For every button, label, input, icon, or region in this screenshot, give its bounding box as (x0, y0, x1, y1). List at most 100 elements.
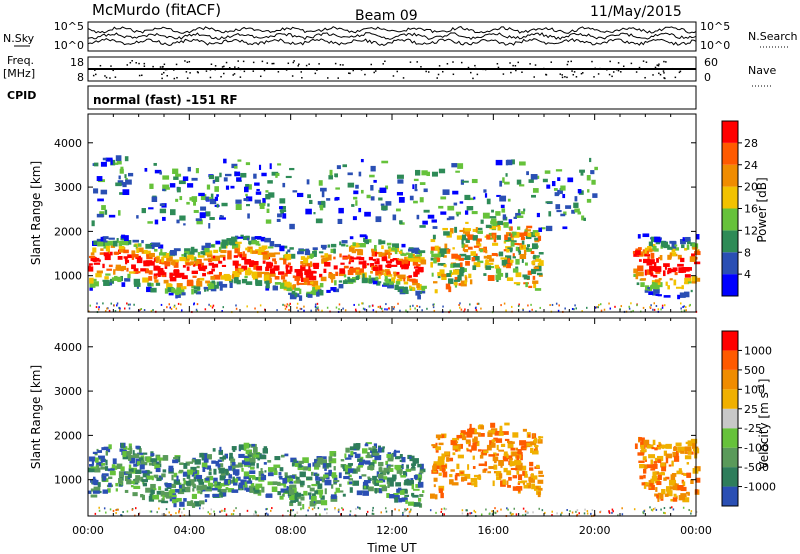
range-cell (517, 482, 521, 485)
range-cell (143, 249, 148, 254)
range-cell (532, 188, 539, 193)
near-range-cell (603, 308, 606, 311)
range-cell (497, 225, 501, 231)
range-cell (395, 465, 400, 471)
range-cell (255, 191, 262, 195)
power-ylabel: Slant Range [km] (29, 161, 43, 265)
range-cell (656, 494, 659, 499)
near-range-cell (470, 512, 473, 515)
range-cell (452, 437, 460, 441)
range-cell (169, 272, 173, 279)
range-cell (117, 255, 123, 260)
range-cell (443, 264, 447, 268)
range-cell (247, 267, 251, 274)
range-cell (191, 470, 198, 477)
range-cell (249, 470, 256, 475)
range-cell (135, 445, 140, 449)
range-cell (454, 474, 458, 481)
near-range-cell (594, 306, 597, 309)
range-cell (171, 494, 177, 498)
range-cell (273, 265, 280, 271)
range-cell (460, 433, 466, 439)
near-range-cell (314, 305, 317, 308)
range-cell (236, 279, 241, 285)
range-cell (693, 261, 701, 265)
colorbar-segment (722, 467, 738, 487)
range-cell (187, 166, 191, 172)
range-cell (124, 489, 129, 493)
range-cell (302, 504, 305, 510)
range-cell (110, 159, 113, 165)
range-cell (289, 265, 293, 272)
range-cell (245, 449, 252, 455)
range-cell (330, 494, 337, 499)
range-cell (243, 458, 250, 462)
range-cell (278, 483, 285, 486)
range-cell (295, 479, 301, 484)
range-cell (417, 463, 422, 468)
y-tick-label: 1000 (54, 270, 82, 283)
range-cell (265, 219, 272, 224)
near-range-cell (149, 510, 152, 513)
range-cell (466, 447, 469, 450)
range-cell (404, 494, 410, 497)
range-cell (174, 273, 182, 278)
range-cell (413, 178, 419, 182)
range-cell (399, 220, 403, 225)
range-cell (534, 445, 539, 448)
near-range-cell (655, 304, 658, 307)
nave-dot (608, 73, 611, 76)
range-cell (453, 263, 460, 268)
range-cell (456, 463, 460, 470)
near-range-cell (169, 306, 172, 309)
range-cell (324, 261, 331, 267)
range-cell (190, 500, 193, 507)
range-cell (93, 162, 99, 167)
near-range-cell (397, 302, 399, 305)
range-cell (653, 262, 657, 268)
near-range-cell (532, 511, 534, 514)
range-cell (419, 494, 424, 497)
nave-dot (266, 62, 269, 64)
near-range-cell (633, 508, 636, 511)
range-cell (329, 451, 337, 457)
near-range-cell (369, 305, 371, 308)
range-cell (155, 467, 161, 473)
range-cell (241, 278, 248, 284)
range-cell (537, 479, 544, 484)
range-cell (648, 248, 655, 252)
range-cell (333, 479, 340, 483)
near-range-cell (527, 304, 529, 307)
near-range-cell (299, 307, 302, 310)
range-cell (473, 255, 480, 261)
range-cell (230, 464, 236, 469)
range-cell (384, 272, 389, 277)
nave-dot (175, 63, 178, 66)
range-cell (391, 277, 396, 284)
near-range-cell (394, 508, 396, 511)
nave-dot (141, 74, 143, 77)
range-cell (349, 487, 353, 493)
range-cell (413, 200, 418, 204)
nave-dot (188, 60, 191, 63)
range-cell (365, 235, 368, 240)
range-cell (507, 484, 512, 488)
range-cell (149, 183, 154, 189)
range-cell (165, 482, 172, 488)
range-cell (90, 488, 97, 492)
range-cell (183, 463, 188, 469)
noise-tick-left-bottom: 10^0 (54, 39, 84, 52)
range-cell (307, 294, 313, 298)
near-range-cell (597, 306, 599, 309)
range-cell (542, 178, 548, 183)
range-cell (430, 261, 433, 268)
near-range-cell (551, 303, 554, 306)
nave-dot (460, 61, 463, 64)
range-cell (636, 282, 640, 286)
range-cell (450, 469, 455, 472)
range-cell (489, 216, 497, 219)
range-cell (264, 237, 271, 243)
range-cell (677, 263, 684, 267)
range-cell (190, 466, 197, 471)
near-range-cell (385, 303, 387, 306)
